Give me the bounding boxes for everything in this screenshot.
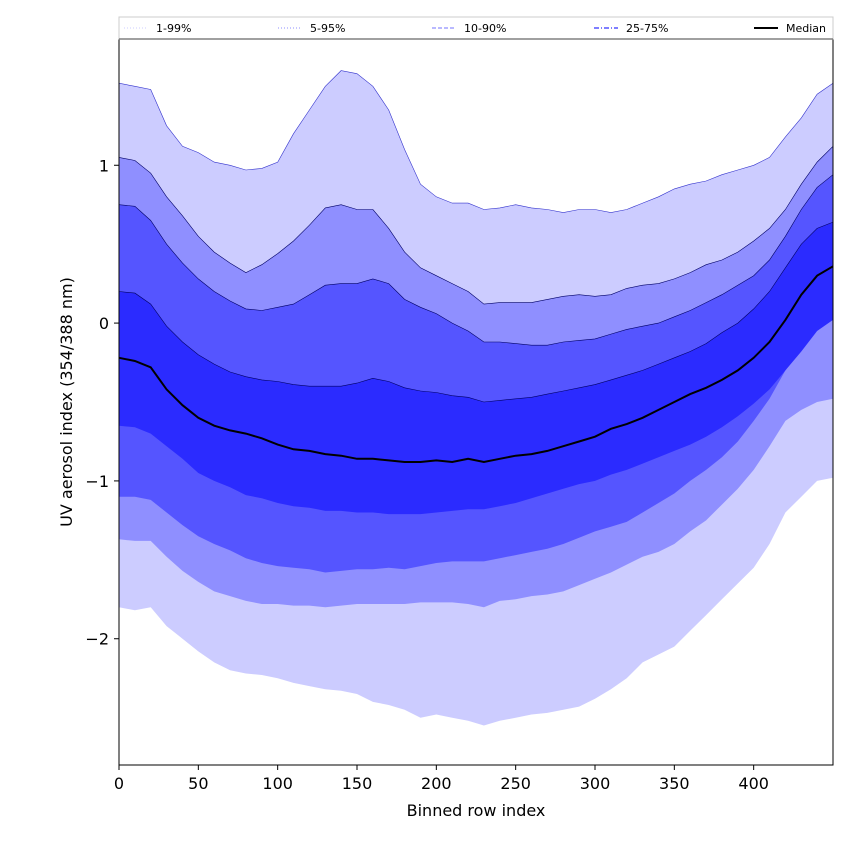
- median-layer: [118, 265, 834, 464]
- band-edge-5-95: [118, 146, 834, 305]
- legend-label-10-90: 10-90%: [464, 22, 506, 35]
- band-edge-1-99: [118, 70, 834, 213]
- x-tick-label: 400: [738, 774, 769, 793]
- x-axis-title: Binned row index: [407, 801, 546, 820]
- x-axis-ticks: 0 50 100 150 200 250 300 350 400: [114, 765, 769, 793]
- x-tick-label: 0: [114, 774, 124, 793]
- x-tick-label: 250: [500, 774, 531, 793]
- legend: 1-99% 5-95% 10-90% 25-75% Median: [118, 16, 834, 40]
- y-tick-label: 0: [99, 314, 109, 333]
- band-edge-25-75: [118, 221, 834, 403]
- x-tick-label: 50: [188, 774, 208, 793]
- band-edge-10-90: [118, 174, 834, 346]
- legend-label-1-99: 1-99%: [156, 22, 191, 35]
- y-tick-label: −2: [85, 630, 109, 649]
- y-tick-label: −1: [85, 472, 109, 491]
- x-tick-label: 300: [580, 774, 611, 793]
- x-tick-label: 350: [659, 774, 690, 793]
- median-line: [118, 265, 834, 464]
- band-25-75: [119, 222, 833, 515]
- legend-label-25-75: 25-75%: [626, 22, 668, 35]
- legend-label-5-95: 5-95%: [310, 22, 345, 35]
- y-tick-label: 1: [99, 156, 109, 175]
- y-axis-ticks: −2 −1 0 1: [85, 156, 119, 649]
- x-tick-label: 200: [421, 774, 452, 793]
- legend-label-median: Median: [786, 22, 826, 35]
- x-tick-label: 100: [262, 774, 293, 793]
- bands-layer: [118, 70, 834, 726]
- x-tick-label: 150: [342, 774, 373, 793]
- y-axis-title: UV aerosol index (354/388 nm): [57, 277, 76, 527]
